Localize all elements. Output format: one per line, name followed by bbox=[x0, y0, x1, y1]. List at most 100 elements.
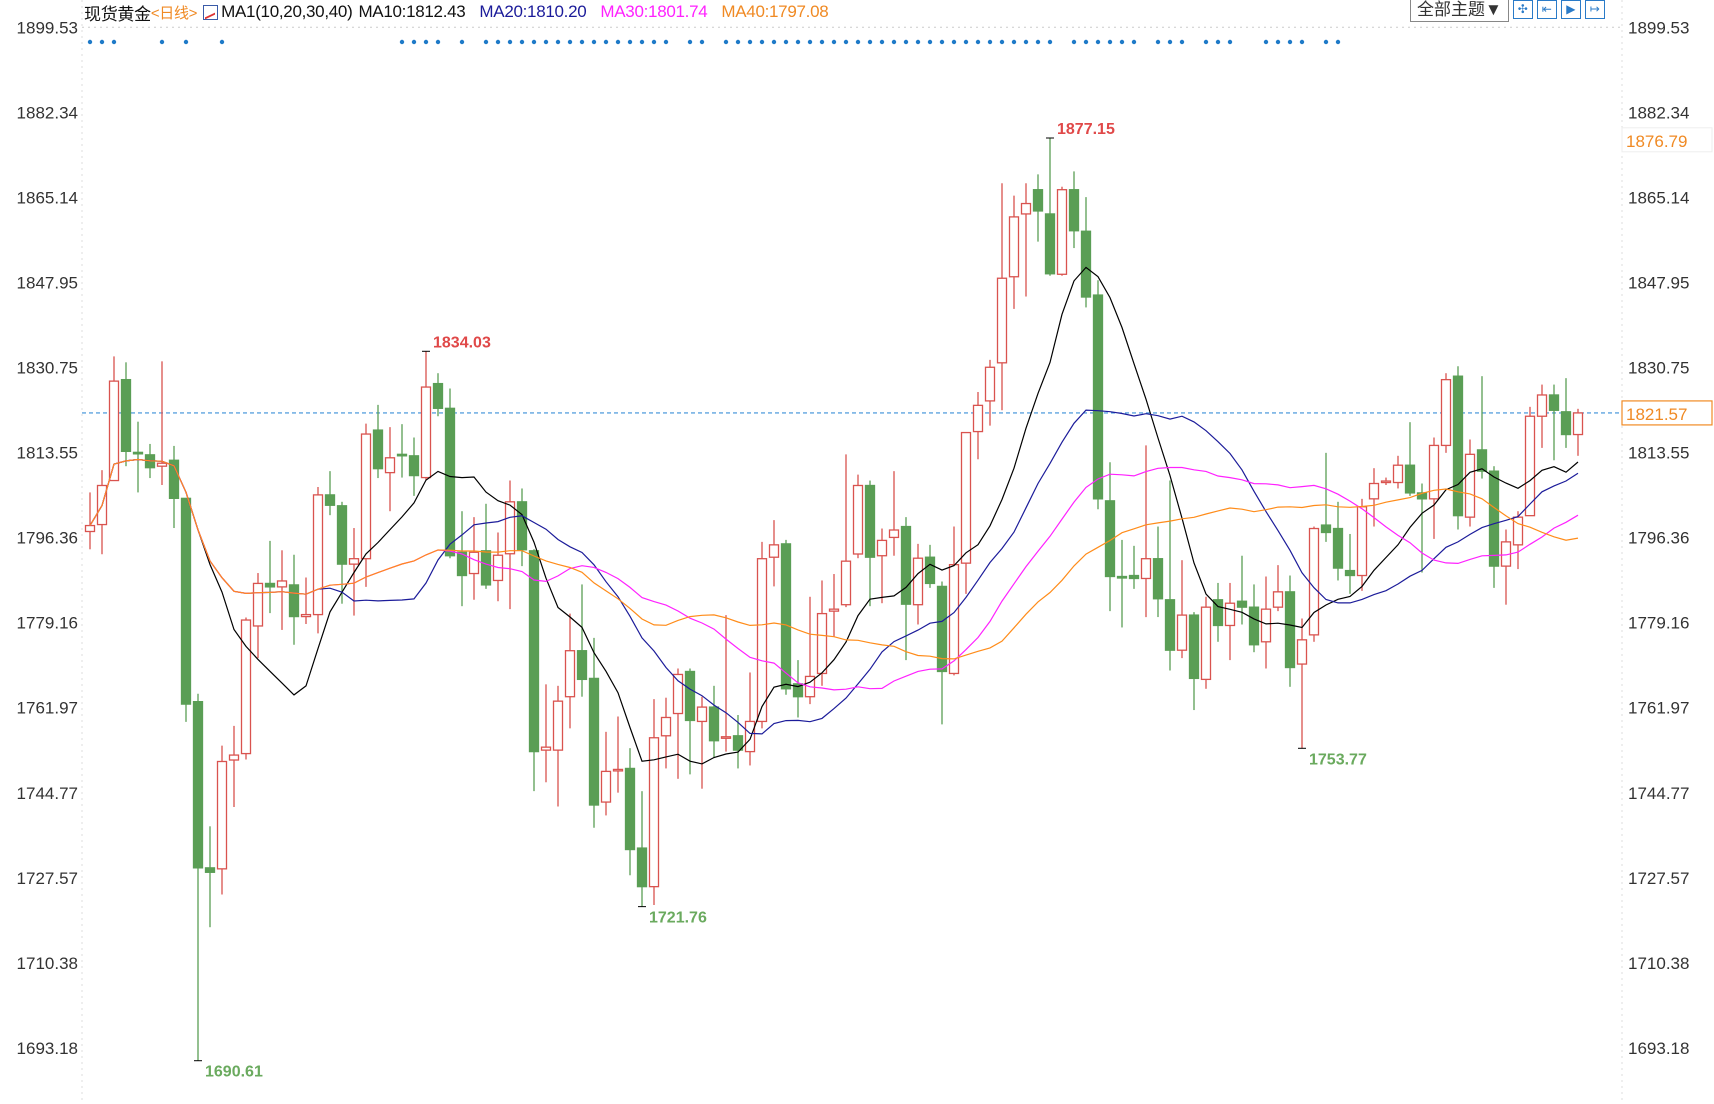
signal-dot bbox=[435, 39, 441, 45]
candle-body bbox=[1296, 639, 1308, 665]
y-tick-right: 1830.75 bbox=[1628, 359, 1689, 378]
candle-body bbox=[156, 462, 168, 467]
y-tick-right: 1779.16 bbox=[1628, 614, 1689, 633]
signal-dot bbox=[951, 39, 957, 45]
y-tick-right: 1796.36 bbox=[1628, 529, 1689, 548]
y-tick-right: 1865.14 bbox=[1628, 188, 1689, 207]
signal-dot bbox=[531, 39, 537, 45]
candle-body bbox=[780, 543, 792, 690]
period-selector[interactable]: <日线> bbox=[150, 4, 198, 22]
ma20-value: MA20:1810.20 bbox=[479, 2, 587, 21]
signal-dot bbox=[1119, 39, 1125, 45]
signal-dot bbox=[1107, 39, 1113, 45]
candle-body bbox=[948, 563, 960, 675]
crosshair-icon[interactable]: ✣ bbox=[1512, 0, 1533, 19]
candle-body bbox=[996, 277, 1008, 364]
theme-dropdown[interactable]: 全部主题▼ bbox=[1410, 0, 1509, 22]
candle-body bbox=[372, 429, 384, 470]
candle-body bbox=[1548, 394, 1560, 411]
signal-dot bbox=[819, 39, 825, 45]
candle-body bbox=[924, 556, 936, 585]
signal-dot bbox=[495, 39, 501, 45]
candle-body bbox=[1020, 202, 1032, 215]
chart-header: 现货黄金 <日线> MA1(10,20,30,40) MA10:1812.43 … bbox=[84, 0, 834, 24]
candle-body bbox=[420, 386, 432, 479]
candle-body bbox=[252, 582, 264, 627]
high-price-label: 1877.15 bbox=[1057, 121, 1115, 138]
candle-body bbox=[528, 550, 540, 753]
candle-body bbox=[312, 494, 324, 616]
candle-body bbox=[744, 720, 756, 753]
candle-body bbox=[1032, 189, 1044, 212]
candle-body bbox=[876, 539, 888, 557]
ma-line-ma10 bbox=[89, 266, 1579, 765]
ma-line-ma20 bbox=[89, 409, 1579, 735]
signal-dot bbox=[543, 39, 549, 45]
candle-body bbox=[960, 431, 972, 564]
candle-body bbox=[360, 433, 372, 560]
candle-body bbox=[1248, 606, 1260, 646]
play-step-icon[interactable]: ▶ bbox=[1560, 0, 1581, 19]
candle-body bbox=[852, 484, 864, 555]
signal-dot bbox=[1275, 39, 1281, 45]
candle-body bbox=[1008, 216, 1020, 278]
candle-body bbox=[1332, 527, 1344, 569]
signal-dot bbox=[1299, 39, 1305, 45]
high-price-label: 1834.03 bbox=[433, 334, 491, 351]
candle-body bbox=[720, 736, 732, 739]
candle-body bbox=[1404, 464, 1416, 494]
signal-dot bbox=[159, 39, 165, 45]
signal-dot bbox=[915, 39, 921, 45]
candle-body bbox=[348, 558, 360, 565]
signal-dot bbox=[507, 39, 513, 45]
candle-body bbox=[1140, 558, 1152, 580]
signal-dot bbox=[651, 39, 657, 45]
candle-body bbox=[300, 613, 312, 618]
signal-dot bbox=[735, 39, 741, 45]
exit-icon[interactable]: ↦ bbox=[1584, 0, 1605, 19]
signal-dot bbox=[615, 39, 621, 45]
signal-dot bbox=[939, 39, 945, 45]
indicator-chart-icon[interactable] bbox=[203, 4, 219, 20]
candle-body bbox=[1092, 294, 1104, 500]
candle-body bbox=[576, 650, 588, 681]
candle-body bbox=[1176, 614, 1188, 651]
low-price-label: 1690.61 bbox=[205, 1064, 263, 1081]
candle-body bbox=[324, 494, 336, 506]
candle-body bbox=[912, 557, 924, 606]
candle-body bbox=[264, 582, 276, 588]
candle-body bbox=[972, 404, 984, 433]
candle-body bbox=[132, 451, 144, 455]
candle-body bbox=[612, 768, 624, 772]
signal-dot bbox=[483, 39, 489, 45]
y-tick-left: 1847.95 bbox=[17, 273, 78, 292]
signal-dot bbox=[855, 39, 861, 45]
candle-body bbox=[84, 524, 96, 533]
candle-body bbox=[624, 767, 636, 851]
marker-price-label: 1876.79 bbox=[1626, 132, 1687, 151]
signal-dot bbox=[87, 39, 93, 45]
candle-body bbox=[1200, 606, 1212, 681]
signal-dot bbox=[903, 39, 909, 45]
candle-body bbox=[888, 529, 900, 539]
candle-body bbox=[1536, 394, 1548, 417]
y-tick-left: 1761.97 bbox=[17, 699, 78, 718]
candle-body bbox=[1128, 574, 1140, 580]
candle-body bbox=[468, 551, 480, 575]
zoom-range-icon[interactable]: ⇤ bbox=[1536, 0, 1557, 19]
signal-dot bbox=[783, 39, 789, 45]
signal-dot bbox=[1131, 39, 1137, 45]
candle-body bbox=[816, 612, 828, 675]
signal-dot bbox=[639, 39, 645, 45]
signal-dot bbox=[1227, 39, 1233, 45]
candle-body bbox=[864, 484, 876, 558]
candle-body bbox=[900, 525, 912, 605]
y-tick-left: 1727.57 bbox=[17, 869, 78, 888]
candle-body bbox=[1524, 415, 1536, 517]
candle-body bbox=[1272, 591, 1284, 608]
candle-body bbox=[456, 551, 468, 577]
y-tick-right: 1813.55 bbox=[1628, 444, 1689, 463]
signal-dot bbox=[219, 39, 225, 45]
candle-body bbox=[1080, 230, 1092, 298]
